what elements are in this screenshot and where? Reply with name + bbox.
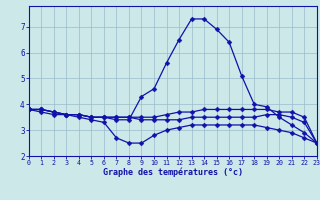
X-axis label: Graphe des températures (°c): Graphe des températures (°c) [103, 168, 243, 177]
